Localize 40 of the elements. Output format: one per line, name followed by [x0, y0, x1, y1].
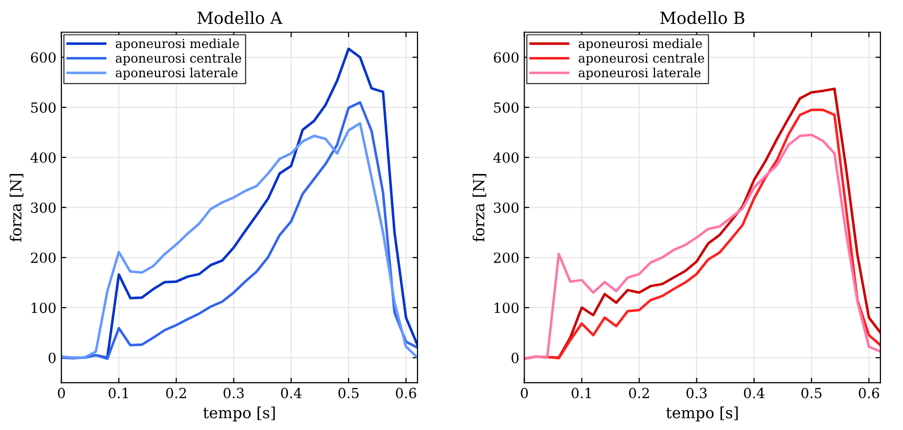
y-tick-label: 200: [494, 252, 519, 264]
x-axis-title: tempo [s]: [666, 406, 738, 422]
x-tick-label: 0.5: [801, 388, 822, 398]
x-tick-label: 0.2: [629, 388, 649, 398]
y-tick-label: 600: [30, 52, 56, 63]
y-axis-title: forza [N]: [472, 174, 486, 242]
legend-label: aponeurosi mediale: [578, 38, 702, 51]
y-axis-title: forza [N]: [10, 174, 24, 242]
y-tick-label: 200: [30, 252, 56, 264]
y-tick-label: 600: [494, 52, 519, 63]
legend-label: aponeurosi laterale: [578, 68, 701, 80]
y-tick-label: 300: [31, 202, 56, 213]
y-tick-label: 500: [31, 102, 56, 113]
x-tick-label: 0.1: [572, 388, 591, 398]
chart-title: Modello B: [660, 11, 744, 24]
legend-label: aponeurosi centrale: [578, 53, 704, 66]
chart-title: Modello A: [197, 11, 282, 24]
x-tick-label: 0.6: [396, 388, 416, 398]
x-tick-label: 0.5: [338, 388, 359, 398]
legend-label: aponeurosi mediale: [116, 38, 239, 51]
x-tick-label: 0.1: [108, 388, 128, 398]
y-tick-label: 0: [48, 352, 56, 364]
legend-label: aponeurosi laterale: [116, 68, 238, 80]
x-tick-label: 0.4: [281, 388, 302, 398]
legend-label: aponeurosi centrale: [116, 53, 242, 66]
x-axis-title: tempo [s]: [203, 406, 275, 422]
x-tick-label: 0: [58, 388, 65, 398]
y-tick-label: 100: [494, 302, 519, 314]
x-tick-label: 0.4: [744, 388, 764, 398]
y-tick-label: 400: [30, 152, 56, 163]
y-tick-label: 0: [512, 352, 519, 364]
x-tick-label: 0.3: [224, 388, 244, 398]
y-tick-label: 100: [32, 302, 56, 314]
y-tick-label: 500: [494, 102, 519, 113]
x-tick-label: 0.3: [686, 388, 707, 398]
x-tick-label: 0: [520, 388, 528, 398]
x-tick-label: 0.2: [166, 388, 186, 398]
y-tick-label: 300: [494, 202, 519, 213]
x-tick-label: 0.6: [858, 388, 880, 398]
y-tick-label: 400: [493, 152, 519, 163]
